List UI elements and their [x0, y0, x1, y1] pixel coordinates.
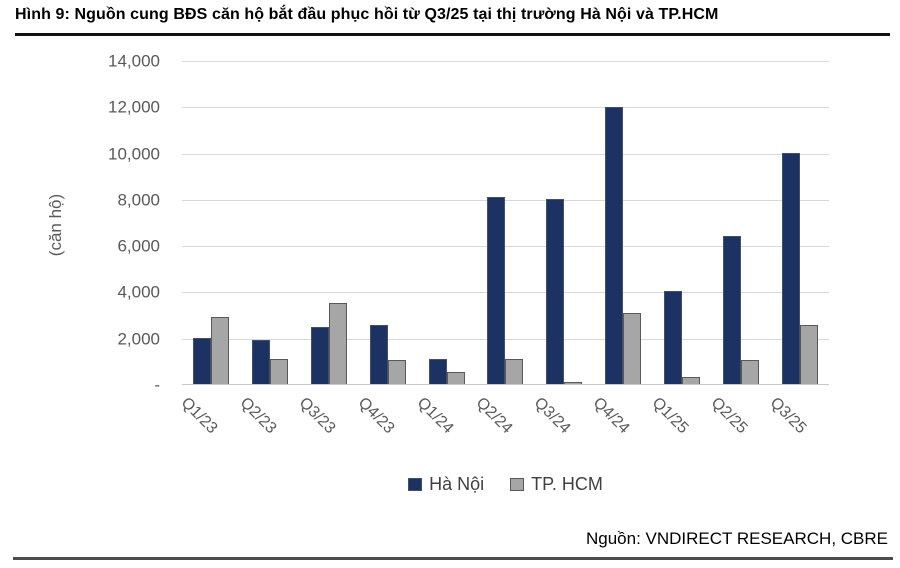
gridline — [182, 153, 829, 155]
x-tick-label: Q4/24 — [589, 394, 633, 438]
y-tick-label: 4,000 — [117, 282, 160, 302]
x-tick-label: Q1/25 — [648, 394, 692, 438]
bar-tp-hcm-q2-24 — [505, 358, 524, 384]
bar-hà-nội-q4-23 — [369, 325, 388, 384]
bar-group-q3-25 — [770, 61, 829, 384]
bar-hà-nội-q2-25 — [722, 235, 741, 384]
y-tick-label: 2,000 — [117, 329, 160, 349]
figure-title: Hình 9: Nguồn cung BĐS căn hộ bắt đầu ph… — [15, 6, 719, 23]
x-tick-label: Q2/25 — [707, 394, 751, 438]
y-axis-tick-labels: - 2,000 4,000 6,000 8,000 10,000 12,000 14,000 — [60, 53, 160, 394]
bar-group-q4-24 — [594, 61, 653, 384]
x-axis-category-labels: Q1/23 Q2/23 Q3/23 Q4/23 Q1/24 Q2/24 Q3/24 Q4/24… — [178, 389, 829, 469]
bar-hà-nội-q3-25 — [781, 152, 800, 384]
legend-item-hà-nội: Hà Nội — [408, 474, 484, 495]
bar-group-q3-23 — [300, 61, 359, 384]
bar-tp-hcm-q4-23 — [387, 359, 406, 384]
x-axis-line — [182, 384, 829, 385]
bar-hà-nội-q2-23 — [252, 340, 271, 384]
gridline — [182, 107, 829, 109]
bar-tp-hcm-q3-24 — [564, 381, 583, 384]
bar-group-q3-24 — [535, 61, 594, 384]
x-tick-label: Q2/23 — [236, 394, 280, 438]
x-tick-label: Q3/25 — [766, 394, 810, 438]
title-divider — [15, 33, 890, 36]
y-tick-label: 12,000 — [108, 97, 160, 117]
bar-hà-nội-q4-24 — [605, 107, 624, 384]
legend-swatch-icon — [510, 478, 525, 491]
x-tick-label: Q1/23 — [178, 394, 221, 438]
x-tick-label: Q3/23 — [295, 394, 339, 438]
bar-group-q1-23 — [182, 61, 241, 384]
legend-label: Hà Nội — [429, 474, 485, 494]
legend-item-tp-hcm: TP. HCM — [510, 474, 603, 495]
bar-tp-hcm-q2-25 — [740, 359, 759, 384]
x-tick-label: Q4/23 — [354, 394, 398, 438]
y-tick-label: 8,000 — [117, 190, 160, 210]
y-tick-label: 6,000 — [117, 236, 160, 256]
bar-group-q2-24 — [476, 61, 535, 384]
bar-tp-hcm-q1-23 — [211, 316, 230, 384]
plot-area — [182, 61, 829, 385]
x-tick-label: Q1/24 — [413, 394, 457, 438]
bar-tp-hcm-q4-24 — [623, 313, 642, 384]
bar-hà-nội-q2-24 — [487, 196, 506, 384]
gridline — [182, 61, 829, 62]
gridline — [182, 338, 829, 340]
y-tick-label: - — [154, 375, 160, 395]
x-tick-label: Q2/24 — [472, 394, 516, 438]
bar-tp-hcm-q1-24 — [446, 372, 465, 384]
bar-tp-hcm-q3-23 — [329, 303, 348, 384]
bar-group-q2-23 — [241, 61, 300, 384]
legend-label: TP. HCM — [531, 474, 603, 494]
bar-group-q4-23 — [358, 61, 417, 384]
gridline — [182, 199, 829, 201]
bar-hà-nội-q1-24 — [428, 358, 447, 384]
bar-group-q1-24 — [417, 61, 476, 384]
x-tick-label: Q3/24 — [530, 394, 574, 438]
bar-group-q1-25 — [653, 61, 712, 384]
bar-tp-hcm-q3-25 — [799, 325, 818, 384]
source-note: Nguồn: VNDIRECT RESEARCH, CBRE — [586, 529, 888, 548]
legend-swatch-icon — [408, 478, 423, 491]
bottom-divider — [13, 557, 893, 560]
bar-hà-nội-q3-24 — [546, 198, 565, 384]
chart-legend: Hà Nội TP. HCM — [182, 474, 829, 495]
bar-tp-hcm-q2-23 — [270, 358, 289, 384]
bar-group-q2-25 — [711, 61, 770, 384]
y-tick-label: 10,000 — [108, 144, 160, 164]
bar-hà-nội-q3-23 — [311, 327, 330, 384]
bar-tp-hcm-q1-25 — [681, 377, 700, 384]
gridline — [182, 246, 829, 248]
gridline — [182, 292, 829, 294]
bar-hà-nội-q1-25 — [663, 291, 682, 384]
bar-hà-nội-q1-23 — [193, 337, 212, 384]
y-tick-label: 14,000 — [108, 51, 160, 71]
